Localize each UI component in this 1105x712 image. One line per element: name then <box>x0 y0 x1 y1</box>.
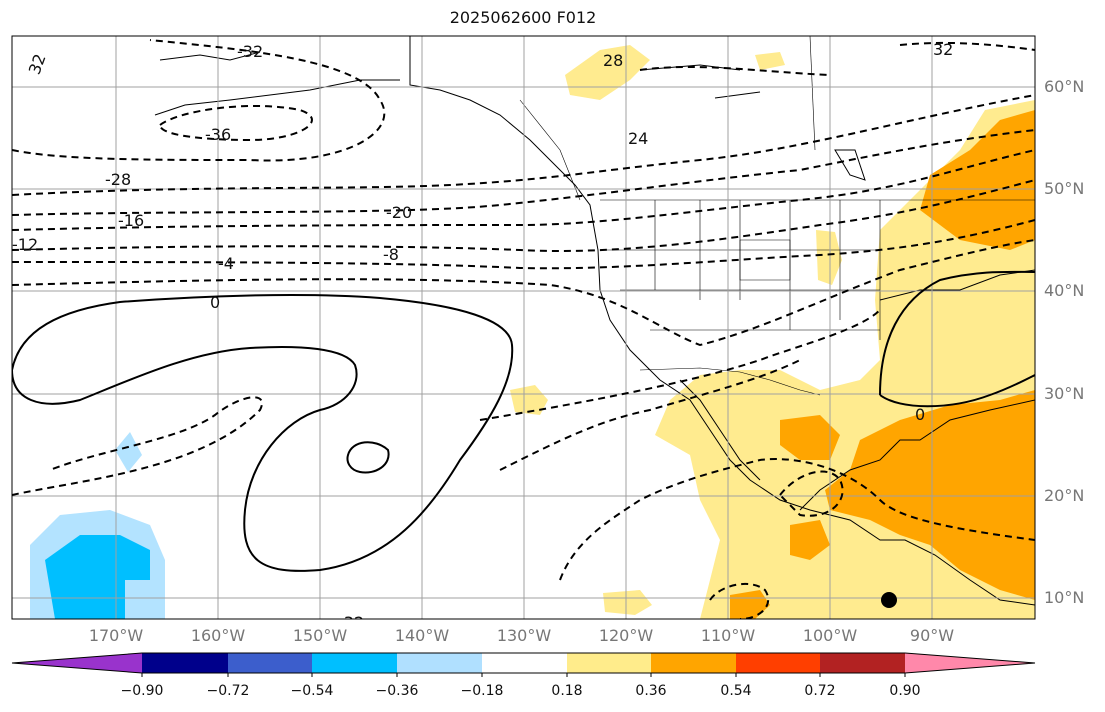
lon-label: 130°W <box>496 626 552 645</box>
svg-text:0: 0 <box>210 293 220 312</box>
lon-label: 160°W <box>190 626 246 645</box>
svg-text:-4: -4 <box>218 254 234 273</box>
svg-text:-32: -32 <box>338 613 364 632</box>
colorbar-segment <box>820 653 905 673</box>
colorbar-tick-label: −0.54 <box>290 683 334 699</box>
shading-positive <box>30 45 1035 619</box>
lon-label: 110°W <box>700 626 756 645</box>
lat-label: 20°N <box>1044 486 1085 505</box>
colorbar-segment <box>397 653 482 673</box>
svg-text:24: 24 <box>628 129 648 148</box>
colorbar-segment <box>312 653 397 673</box>
weather-map: 32 -32 32 -36 -28 -16 -12 -20 -8 -4 0 28… <box>11 35 1036 632</box>
colorbar-tick-label: −0.90 <box>120 683 164 699</box>
colorbar-segment <box>482 653 567 673</box>
lat-label: 40°N <box>1044 281 1085 300</box>
svg-text:32: 32 <box>933 40 953 59</box>
svg-text:-8: -8 <box>383 245 399 264</box>
lat-label: 30°N <box>1044 384 1085 403</box>
svg-text:-12: -12 <box>12 235 38 254</box>
colorbar-tick-label: 0.18 <box>551 683 583 699</box>
colorbar-tick-label: 0.72 <box>804 683 836 699</box>
colorbar-segment <box>142 653 228 673</box>
lon-label: 150°W <box>292 626 348 645</box>
lon-label: 120°W <box>598 626 654 645</box>
contours-negative <box>12 39 1035 619</box>
svg-text:-20: -20 <box>386 203 412 222</box>
lon-label: 90°W <box>909 626 955 645</box>
colorbar-tick-label: −0.72 <box>206 683 250 699</box>
lat-label: 10°N <box>1044 588 1085 607</box>
colorbar-tick-label: 0.36 <box>635 683 667 699</box>
colorbar-tick-label: 0.54 <box>720 683 752 699</box>
svg-text:-28: -28 <box>105 170 131 189</box>
colorbar-segment <box>736 653 820 673</box>
svg-text:-32: -32 <box>237 42 263 61</box>
svg-text:28: 28 <box>603 51 623 70</box>
map-title: 2025062600 F012 <box>449 8 597 27</box>
colorbar-tick-label: −0.18 <box>460 683 504 699</box>
colorbar-tick-label: 0.90 <box>889 683 921 699</box>
colorbar-segment <box>228 653 312 673</box>
colorbar-extend-low <box>12 653 142 673</box>
svg-text:0: 0 <box>915 405 925 424</box>
colorbar-tick-label: −0.36 <box>375 683 419 699</box>
lat-label: 50°N <box>1044 179 1085 198</box>
colorbar-segment <box>651 653 736 673</box>
contour-labels: 32 -32 32 -36 -28 -16 -12 -20 -8 -4 0 28… <box>12 40 953 632</box>
lon-label: 170°W <box>88 626 144 645</box>
coastlines <box>154 36 1035 606</box>
colorbar-extend-high <box>905 653 1035 673</box>
lon-label: 100°W <box>802 626 858 645</box>
svg-text:-16: -16 <box>118 211 144 230</box>
contours-zero <box>12 270 1035 572</box>
colorbar-segment <box>567 653 651 673</box>
marker-dot <box>881 592 897 608</box>
lat-label: 60°N <box>1044 77 1085 96</box>
political-borders <box>519 36 1035 396</box>
lon-label: 140°W <box>394 626 450 645</box>
colorbar <box>11 652 1036 677</box>
svg-text:-36: -36 <box>205 125 231 144</box>
